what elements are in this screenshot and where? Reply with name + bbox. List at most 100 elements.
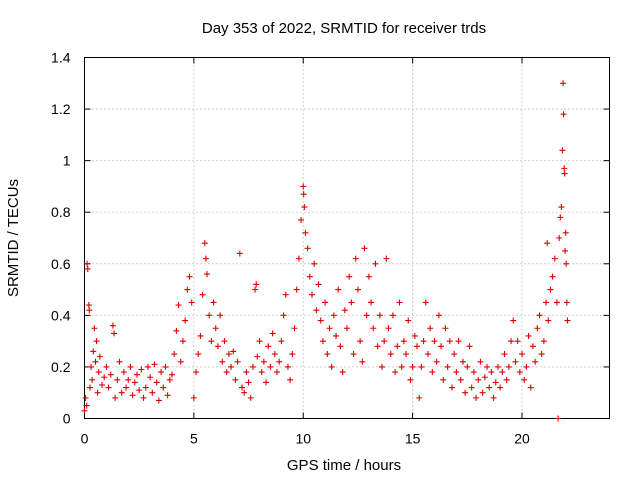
data-point [549, 273, 556, 280]
data-point [287, 376, 294, 383]
data-point [409, 363, 416, 370]
data-point [276, 358, 283, 365]
x-tick-label: 10 [295, 431, 311, 447]
data-point [337, 343, 344, 350]
y-tick-label: 0.2 [51, 359, 71, 375]
data-point [503, 376, 510, 383]
data-point [544, 240, 551, 247]
grid [84, 57, 610, 419]
data-point [315, 281, 322, 288]
data-point [101, 374, 108, 381]
data-point [84, 265, 91, 272]
data-point [82, 394, 89, 401]
data-point [114, 376, 121, 383]
data-point [304, 245, 311, 252]
x-tick-label: 15 [405, 431, 421, 447]
data-point [85, 302, 92, 309]
data-point [442, 325, 449, 332]
data-point [92, 358, 99, 365]
data-point [479, 389, 486, 396]
data-point [341, 307, 348, 314]
y-tick-label: 1.4 [51, 50, 71, 66]
data-point [473, 394, 480, 401]
data-point [339, 369, 346, 376]
data-point [263, 379, 270, 386]
data-point [103, 363, 110, 370]
data-point [558, 204, 565, 211]
data-point [560, 111, 567, 118]
data-point [346, 273, 353, 280]
data-point [494, 363, 501, 370]
data-point [94, 389, 101, 396]
data-point [424, 351, 431, 358]
data-point [151, 361, 158, 368]
data-point [112, 394, 119, 401]
data-point [206, 312, 213, 319]
data-point [201, 240, 208, 247]
data-point [300, 183, 307, 190]
data-point [247, 394, 254, 401]
data-point [254, 353, 261, 360]
chart-title: Day 353 of 2022, SRMTID for receiver trd… [202, 20, 486, 37]
data-point [563, 299, 570, 306]
data-point [228, 363, 235, 370]
x-axis-title: GPS time / hours [287, 457, 401, 474]
data-point [333, 332, 340, 339]
data-point [420, 338, 427, 345]
data-point [309, 291, 315, 298]
data-point [293, 286, 300, 293]
data-point [120, 369, 127, 376]
data-point [280, 312, 287, 319]
data-point [422, 299, 429, 306]
data-point [93, 338, 100, 345]
data-point [392, 369, 399, 376]
data-point [554, 299, 560, 306]
data-points [81, 80, 571, 422]
data-point [429, 369, 436, 376]
data-point [543, 299, 550, 306]
data-point [134, 371, 140, 378]
data-point [289, 351, 296, 358]
data-point [488, 369, 495, 376]
data-point [291, 325, 298, 332]
data-point [232, 376, 239, 383]
data-point [361, 245, 368, 252]
data-point [173, 327, 180, 334]
data-point [562, 229, 569, 236]
data-point [529, 343, 536, 350]
data-point [182, 317, 189, 324]
data-point [536, 312, 543, 319]
data-point [252, 286, 259, 293]
data-point [545, 317, 552, 324]
x-tick-labels: 0 5 10 15 20 [81, 431, 530, 447]
data-point [527, 384, 534, 391]
data-point [166, 376, 173, 383]
data-point [123, 384, 130, 391]
y-tick-label: 0.8 [51, 204, 71, 220]
data-point [164, 392, 171, 399]
data-point [195, 351, 202, 358]
data-point [234, 358, 241, 365]
data-point [403, 351, 410, 358]
data-point [239, 384, 245, 391]
data-point [282, 291, 289, 298]
data-point [298, 216, 305, 223]
data-point [368, 299, 375, 306]
data-point [260, 358, 267, 365]
data-point [99, 381, 105, 388]
data-point [271, 351, 278, 358]
y-tick-labels: 0 0.2 0.4 0.6 0.8 1 1.2 1.4 [51, 50, 71, 427]
data-point [446, 338, 453, 345]
data-point [365, 273, 372, 280]
data-point [560, 80, 567, 87]
data-point [508, 338, 515, 345]
data-point [352, 255, 359, 262]
data-point [109, 322, 116, 329]
data-point [184, 286, 191, 293]
data-point [383, 255, 390, 262]
data-point [243, 369, 250, 376]
data-point [129, 392, 136, 399]
data-point [381, 338, 388, 345]
data-point [88, 363, 95, 370]
